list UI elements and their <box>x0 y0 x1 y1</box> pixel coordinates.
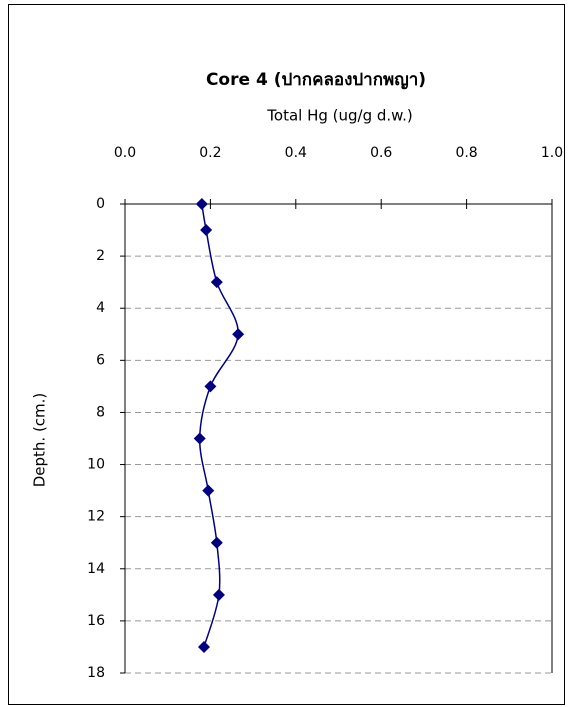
chart-title: Core 4 (ปากคลองปากพญา) <box>206 70 426 90</box>
y-axis-label: Depth. (cm.) <box>31 393 49 488</box>
marker <box>232 328 244 340</box>
y-tick-label: 10 <box>87 457 105 473</box>
y-tick-label: 2 <box>96 248 105 264</box>
marker <box>211 276 223 288</box>
x-tick-label: 0.4 <box>285 145 307 161</box>
x-axis-label: Total Hg (ug/g d.w.) <box>266 107 412 125</box>
marker <box>211 537 223 549</box>
y-tick-label: 8 <box>96 404 105 420</box>
y-tick-label: 6 <box>96 352 105 368</box>
marker <box>204 380 216 392</box>
chart: Core 4 (ปากคลองปากพญา) Total Hg (ug/g d.… <box>0 0 571 707</box>
y-tick-label: 0 <box>96 196 105 212</box>
y-tick-label: 12 <box>87 509 105 525</box>
marker <box>200 224 212 236</box>
marker <box>213 589 225 601</box>
y-tick-label: 4 <box>96 300 105 316</box>
x-tick-label: 1.0 <box>541 145 563 161</box>
x-tick-label: 0.6 <box>370 145 392 161</box>
y-tick-label: 16 <box>87 613 105 629</box>
x-tick-label: 0.8 <box>455 145 477 161</box>
y-tick-label: 14 <box>87 561 105 577</box>
marker <box>198 641 210 653</box>
x-tick-label: 0.0 <box>114 145 136 161</box>
marker <box>194 433 206 445</box>
y-tick-label: 18 <box>87 665 105 681</box>
marker <box>202 485 214 497</box>
series-line <box>200 204 238 647</box>
x-tick-label: 0.2 <box>199 145 221 161</box>
marker <box>196 198 208 210</box>
